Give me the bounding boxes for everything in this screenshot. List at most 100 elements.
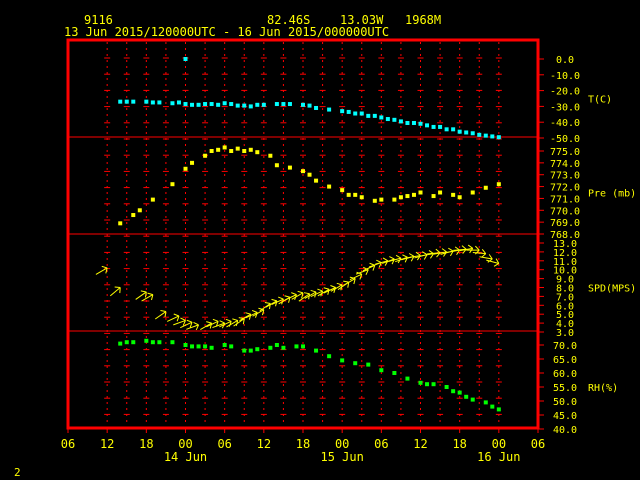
- temp-point: [470, 131, 475, 136]
- temp-point: [203, 102, 208, 107]
- rh-point: [301, 344, 305, 349]
- temp-point: [144, 99, 149, 104]
- pressure-point: [392, 197, 397, 202]
- rh-point: [124, 340, 129, 345]
- y-tick-label: 8.0: [556, 284, 574, 295]
- rh-point: [379, 368, 384, 373]
- temp-point: [464, 130, 469, 135]
- pressure-point: [483, 185, 488, 190]
- y-tick-label: 4.0: [556, 319, 574, 330]
- temp-point: [209, 102, 214, 107]
- latitude: 82.46S: [267, 13, 311, 27]
- temp-point: [490, 134, 495, 139]
- temp-point: [457, 129, 462, 134]
- temp-point: [150, 100, 155, 105]
- pressure-point: [353, 192, 358, 197]
- temp-point: [287, 102, 292, 107]
- y-tick-label: 70.0: [553, 341, 577, 352]
- rh-point: [170, 340, 175, 345]
- wind-barb: [166, 313, 180, 322]
- y-tick-label: 768.0: [550, 230, 580, 241]
- wind-barb: [459, 244, 474, 254]
- temp-point: [261, 102, 266, 107]
- rh-point: [274, 343, 279, 347]
- rh-point: [470, 397, 475, 402]
- pressure-point: [418, 190, 423, 195]
- plot-frame: [66, 38, 540, 430]
- temp-point: [353, 111, 358, 116]
- temp-point: [346, 109, 351, 114]
- rh-point: [464, 394, 469, 399]
- pressure-point: [268, 153, 273, 158]
- pressure-point: [457, 195, 462, 200]
- y-tick-label: 3.0: [556, 328, 574, 339]
- wind-barb: [141, 292, 154, 302]
- wind-barb: [219, 318, 232, 328]
- station-id: 9116: [84, 13, 113, 27]
- pressure-point: [438, 190, 443, 195]
- temp-point: [176, 100, 181, 105]
- pressure-point: [235, 146, 240, 151]
- y-tick-label: 10.0: [553, 266, 577, 277]
- y-tick-label: 5.0: [556, 310, 574, 321]
- rh-point: [405, 376, 410, 381]
- wind-barb: [466, 245, 480, 255]
- temp-point: [451, 127, 456, 132]
- rh-point: [268, 345, 273, 350]
- pressure-point: [307, 172, 312, 177]
- temp-point: [242, 103, 247, 108]
- corner-label: 2: [14, 466, 21, 479]
- temp-point: [229, 102, 234, 107]
- temp-point: [438, 124, 443, 129]
- pressure-point: [190, 160, 195, 165]
- pressure-point: [372, 198, 377, 203]
- panel-label: Pre (mb): [588, 189, 636, 200]
- wind-barb: [355, 266, 369, 275]
- pressure-point: [255, 150, 260, 155]
- rh-point: [242, 348, 247, 353]
- pressure-point: [431, 194, 436, 199]
- y-tick-label: -10.0: [550, 71, 580, 82]
- rh-point: [203, 344, 208, 349]
- wind-barb: [310, 288, 324, 298]
- pressure-point: [398, 195, 403, 200]
- pressure-point: [379, 197, 384, 202]
- temp-point: [385, 117, 390, 122]
- rh-point: [183, 343, 188, 347]
- wind-barb: [180, 319, 193, 329]
- pressure-point: [222, 145, 227, 150]
- elevation: 1968M: [405, 13, 442, 27]
- temp-point: [118, 99, 123, 104]
- rh-point: [131, 340, 136, 345]
- panel-label: T(C): [588, 95, 612, 106]
- rh-point: [392, 371, 397, 375]
- temp-point: [274, 102, 279, 107]
- y-tick-label: 55.0: [553, 383, 577, 394]
- y-tick-label: 65.0: [553, 355, 577, 366]
- pressure-point: [203, 153, 208, 158]
- pressure-point: [170, 182, 175, 187]
- rh-point: [340, 358, 345, 363]
- pressure-point: [216, 147, 221, 152]
- x-tick-label: 18: [452, 437, 466, 451]
- y-tick-label: 13.0: [553, 239, 577, 250]
- temp-point: [222, 101, 227, 106]
- temp-point: [496, 135, 501, 140]
- rh-point: [209, 345, 214, 350]
- temp-point: [281, 102, 286, 107]
- date-label: 15 Jun: [320, 450, 363, 464]
- rh-point: [281, 345, 286, 350]
- temp-point: [405, 120, 410, 125]
- temp-point: [392, 117, 397, 122]
- pressure-point: [274, 163, 279, 168]
- rh-point: [451, 389, 456, 394]
- panel-label: SPD(MPS): [588, 284, 636, 295]
- temp-point: [314, 105, 319, 110]
- y-tick-label: -30.0: [550, 102, 580, 113]
- rh-point: [229, 344, 234, 349]
- y-tick-label: -20.0: [550, 87, 580, 98]
- y-tick-label: 9.0: [556, 275, 574, 286]
- rh-point: [314, 348, 319, 353]
- y-tick-label: 60.0: [553, 369, 577, 380]
